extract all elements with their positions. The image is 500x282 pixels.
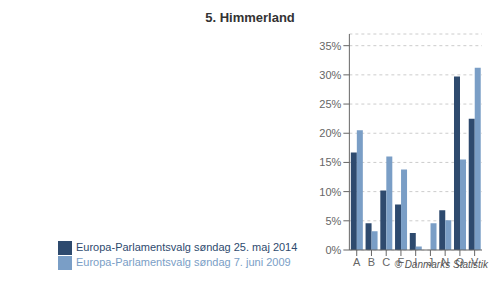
svg-text:C: C <box>382 256 390 268</box>
svg-text:30%: 30% <box>319 69 341 81</box>
html-text:5. Himmerland: 5. Himmerland <box>205 10 295 25</box>
svg-text:10%: 10% <box>319 186 341 198</box>
html-text:Europa-Parlamentsvalg søndag 7: Europa-Parlamentsvalg søndag 7. juni 200… <box>76 255 291 268</box>
html-text:Europa-Parlamentsvalg søndag 2: Europa-Parlamentsvalg søndag 25. maj 201… <box>76 240 298 253</box>
svg-text:15%: 15% <box>319 156 341 168</box>
svg-text:5%: 5% <box>325 215 341 227</box>
svg-text:B: B <box>368 256 375 268</box>
svg-text:0%: 0% <box>325 244 341 256</box>
svg-text:25%: 25% <box>319 98 341 110</box>
svg-text:A: A <box>353 256 361 268</box>
html-text:© Danmarks Statistik: © Danmarks Statistik <box>394 259 488 270</box>
svg-text:20%: 20% <box>319 127 341 139</box>
svg-text:35%: 35% <box>319 40 341 52</box>
